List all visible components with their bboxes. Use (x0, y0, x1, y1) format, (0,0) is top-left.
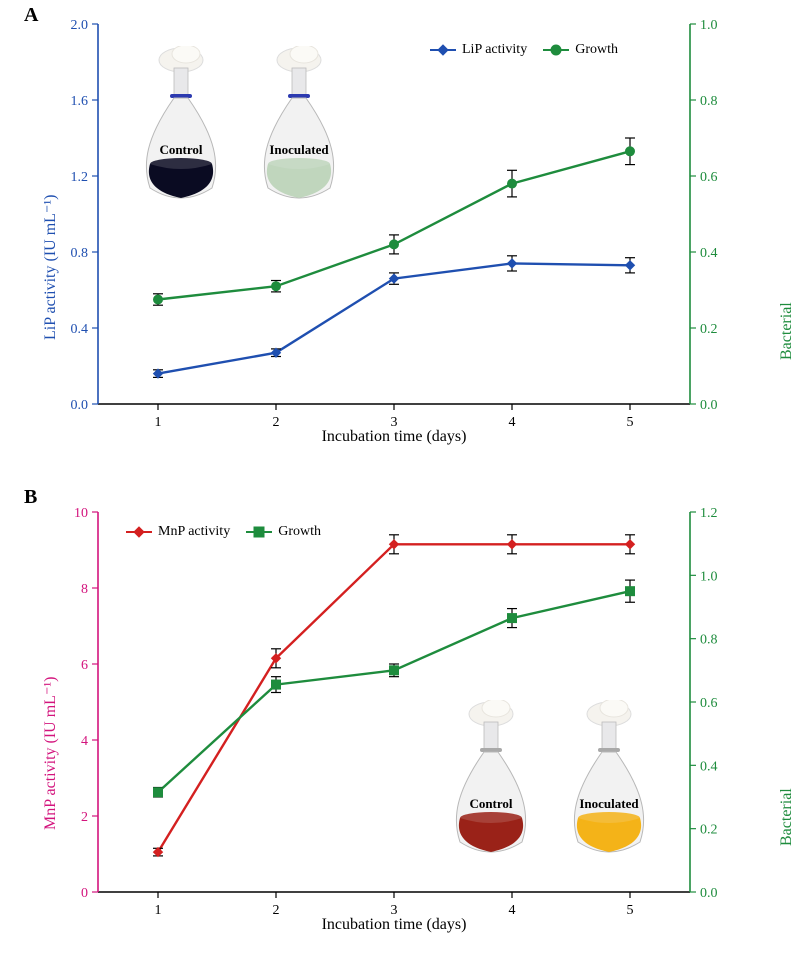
legend-label: Growth (278, 524, 321, 540)
legend-item: LiP activity (430, 42, 527, 58)
panel-b-yleft-label: MnP activity (IU mL⁻¹) (40, 676, 60, 830)
legend-item: Growth (543, 42, 618, 58)
panel-b-yright-label: Bacterial growth A₆₀₀ₙₘ) (778, 788, 798, 846)
legend-swatch (246, 531, 272, 533)
panel-a-yright-label: Bacterial growth (A₆₀₀ₙₘ) (778, 302, 798, 360)
svg-text:0.0: 0.0 (71, 398, 89, 413)
legend-label: Growth (575, 42, 618, 58)
legend-label: LiP activity (462, 42, 527, 58)
panel-a-yleft-text: LiP activity (IU mL⁻¹) (42, 194, 59, 340)
svg-text:1.6: 1.6 (71, 94, 89, 109)
svg-text:Control: Control (469, 796, 512, 811)
svg-text:0.4: 0.4 (700, 246, 718, 261)
legend-swatch (543, 49, 569, 51)
svg-text:6: 6 (81, 658, 88, 673)
panel-a-chart: 123450.00.40.81.21.62.00.00.20.40.60.81.… (0, 0, 798, 472)
svg-text:Inoculated: Inoculated (579, 796, 639, 811)
legend-item: MnP activity (126, 524, 230, 540)
svg-text:0.8: 0.8 (71, 246, 89, 261)
svg-text:1.2: 1.2 (700, 506, 718, 521)
legend-label: MnP activity (158, 524, 230, 540)
svg-text:Control: Control (159, 142, 202, 157)
svg-text:0.4: 0.4 (700, 759, 718, 774)
svg-text:1.0: 1.0 (700, 569, 718, 584)
svg-text:0.2: 0.2 (700, 823, 718, 838)
figure-root: A 123450.00.40.81.21.62.00.00.20.40.60.8… (0, 0, 798, 960)
svg-text:8: 8 (81, 582, 88, 597)
svg-text:0.4: 0.4 (71, 322, 89, 337)
svg-text:0: 0 (81, 886, 88, 901)
svg-text:0.0: 0.0 (700, 398, 718, 413)
panel-b-x-label: Incubation time (days) (98, 916, 690, 934)
panel-a-x-label: Incubation time (days) (98, 428, 690, 446)
panel-a-yright-text: Bacterial growth (A₆₀₀ₙₘ) (778, 302, 798, 360)
svg-text:0.8: 0.8 (700, 94, 718, 109)
panel-b-legend: MnP activity Growth (126, 524, 321, 540)
svg-text:0.2: 0.2 (700, 322, 718, 337)
panel-b-chart: 1234502468100.00.20.40.60.81.01.2 (0, 488, 798, 960)
svg-text:0.8: 0.8 (700, 633, 718, 648)
svg-text:1.0: 1.0 (700, 18, 718, 33)
svg-text:4: 4 (81, 734, 88, 749)
svg-text:0.6: 0.6 (700, 696, 718, 711)
legend-swatch (126, 531, 152, 533)
svg-text:0.0: 0.0 (700, 886, 718, 901)
svg-text:2: 2 (81, 810, 88, 825)
panel-b-yright-text: Bacterial growth A₆₀₀ₙₘ) (778, 788, 798, 846)
svg-text:2.0: 2.0 (71, 18, 89, 33)
legend-item: Growth (246, 524, 321, 540)
svg-text:1.2: 1.2 (71, 170, 89, 185)
panel-a-flasks: Control Inoculated (128, 46, 358, 216)
svg-text:0.6: 0.6 (700, 170, 718, 185)
panel-a-legend: LiP activity Growth (430, 42, 618, 58)
panel-b-yleft-text: MnP activity (IU mL⁻¹) (42, 676, 59, 830)
panel-a-yleft-label: LiP activity (IU mL⁻¹) (40, 194, 60, 340)
legend-swatch (430, 49, 456, 51)
panel-b-flasks: Control Inoculated (438, 700, 668, 870)
svg-text:Inoculated: Inoculated (269, 142, 329, 157)
svg-text:10: 10 (74, 506, 88, 521)
